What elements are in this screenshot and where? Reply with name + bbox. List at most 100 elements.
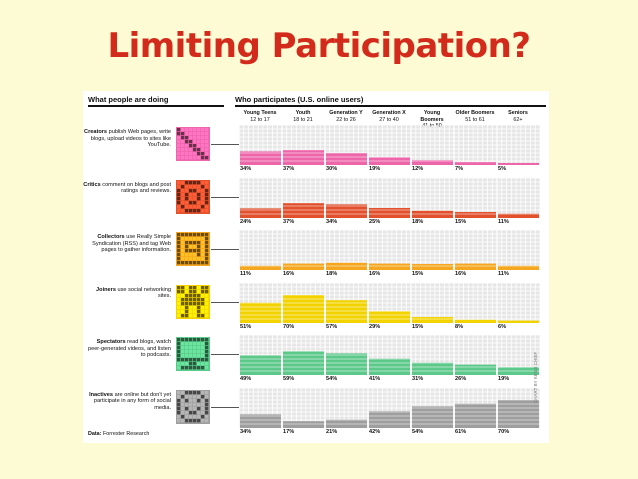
data-label: 34% xyxy=(240,428,252,435)
bar-critics-5 xyxy=(455,211,496,218)
row-description-critics: Critics comment on blogs and post rating… xyxy=(83,182,171,195)
row-label: Creators xyxy=(84,129,108,135)
column-header-ages: 51 to 61 xyxy=(465,116,485,123)
data-label: 34% xyxy=(326,218,338,225)
row-label: Joiners xyxy=(96,286,116,293)
row-desc: are online but don't yet participate in … xyxy=(93,391,171,411)
row-grid-inactives xyxy=(239,387,540,428)
bar-critics-2 xyxy=(326,203,367,218)
data-label: 42% xyxy=(369,428,381,435)
column-header-name: Youth xyxy=(295,110,311,116)
bar-inactives-3 xyxy=(369,410,410,428)
bar-collectors-3 xyxy=(369,263,410,270)
row-description-creators: Creators publish Web pages, write blogs,… xyxy=(83,129,171,149)
face-icon xyxy=(176,389,210,424)
data-label: 15% xyxy=(412,271,424,277)
data-label: 7% xyxy=(455,166,464,172)
bar-critics-6 xyxy=(498,213,539,218)
data-label: 24% xyxy=(240,218,252,225)
data-label: 15% xyxy=(455,218,467,225)
bar-joiners-5 xyxy=(455,319,496,323)
row-label: Critics xyxy=(83,181,101,188)
bar-creators-2 xyxy=(326,153,367,165)
data-label: 21% xyxy=(326,428,338,435)
data-label: 57% xyxy=(326,323,338,330)
row-grid-collectors xyxy=(239,230,540,270)
bar-creators-4 xyxy=(412,160,453,165)
data-label: 61% xyxy=(455,428,467,435)
left-header-rule xyxy=(88,105,224,107)
row-desc: publish Web pages, write blogs, upload v… xyxy=(90,129,171,149)
data-label: 34% xyxy=(240,166,252,172)
bar-collectors-2 xyxy=(326,262,367,270)
bar-joiners-1 xyxy=(283,294,324,323)
row-grid-joiners xyxy=(239,282,540,323)
bar-creators-5 xyxy=(455,162,496,165)
bar-collectors-6 xyxy=(498,265,539,270)
data-label: 54% xyxy=(326,376,338,382)
bar-critics-1 xyxy=(283,202,324,218)
row-connector xyxy=(211,144,239,145)
column-header: Generation Y 22 to 26 xyxy=(326,110,366,123)
row-desc: read blogs, watch peer-generated videos,… xyxy=(87,339,171,359)
data-label: 12% xyxy=(412,166,424,172)
data-label: 11% xyxy=(240,271,251,277)
bar-spectators-2 xyxy=(326,353,367,375)
row-connector xyxy=(211,249,239,250)
data-label: 15% xyxy=(412,323,424,330)
data-label: 31% xyxy=(412,376,424,382)
row-connector xyxy=(211,196,239,198)
data-label: 11% xyxy=(498,218,509,225)
bookmark-icon xyxy=(176,232,210,266)
chart-panel: What people are doing Who participates (… xyxy=(83,91,549,443)
data-label: 37% xyxy=(283,166,295,172)
data-label: 30% xyxy=(326,166,338,172)
row-connector xyxy=(211,406,239,408)
row-desc: use social networking sites. xyxy=(115,286,172,300)
data-label: 25% xyxy=(369,218,381,225)
left-header: What people are doing xyxy=(88,95,169,104)
row-description-joiners: Joiners use social networking sites. xyxy=(83,287,171,300)
bar-critics-3 xyxy=(369,207,410,218)
row-description-inactives: Inactives are online but don't yet parti… xyxy=(83,392,171,412)
bar-spectators-5 xyxy=(455,364,496,375)
bar-creators-0 xyxy=(240,151,281,165)
data-label: 29% xyxy=(369,323,381,330)
right-header-rule xyxy=(235,105,546,107)
bar-collectors-4 xyxy=(412,264,453,270)
column-header-name: Seniors xyxy=(508,110,528,116)
source-note: Data: Forrester Research xyxy=(88,431,150,437)
data-label: 6% xyxy=(498,323,507,330)
column-header: Older Boomers 51 to 61 xyxy=(455,110,495,123)
row-label: Spectators xyxy=(96,339,126,345)
column-header-name: Young Teens xyxy=(243,110,277,116)
row-grid-critics xyxy=(239,177,540,218)
row-desc: comment on blogs and post ratings and re… xyxy=(100,181,171,195)
pencil-icon xyxy=(176,127,210,161)
bar-collectors-0 xyxy=(240,265,281,270)
column-header-name: Generation X xyxy=(372,110,406,116)
bar-spectators-4 xyxy=(412,362,453,375)
bar-inactives-6 xyxy=(498,399,539,428)
column-header: Generation X 27 to 40 xyxy=(369,110,409,123)
data-label: 26% xyxy=(455,376,467,382)
column-header-name: Older Boomers xyxy=(455,110,495,116)
column-header-ages: 62+ xyxy=(513,116,523,123)
bar-collectors-5 xyxy=(455,263,496,270)
data-label: 37% xyxy=(283,218,295,225)
column-header: Young Teens 12 to 17 xyxy=(240,110,280,123)
data-label: 16% xyxy=(455,271,467,277)
speech-bubble-icon xyxy=(176,179,210,214)
chart-credit: CHART BY KENJI CHIEF xyxy=(533,351,538,403)
right-header: Who participates (U.S. online users) xyxy=(235,95,364,104)
bar-joiners-2 xyxy=(326,299,367,323)
row-description-spectators: Spectators read blogs, watch peer-genera… xyxy=(83,339,171,359)
bar-spectators-0 xyxy=(240,355,281,375)
data-label: 16% xyxy=(283,271,295,277)
data-label: 54% xyxy=(412,428,424,435)
bar-joiners-4 xyxy=(412,316,453,323)
bar-creators-6 xyxy=(498,163,539,165)
row-description-collectors: Collectors use Really Simple Syndication… xyxy=(83,234,171,254)
bar-joiners-6 xyxy=(498,320,539,323)
bar-critics-0 xyxy=(240,207,281,218)
